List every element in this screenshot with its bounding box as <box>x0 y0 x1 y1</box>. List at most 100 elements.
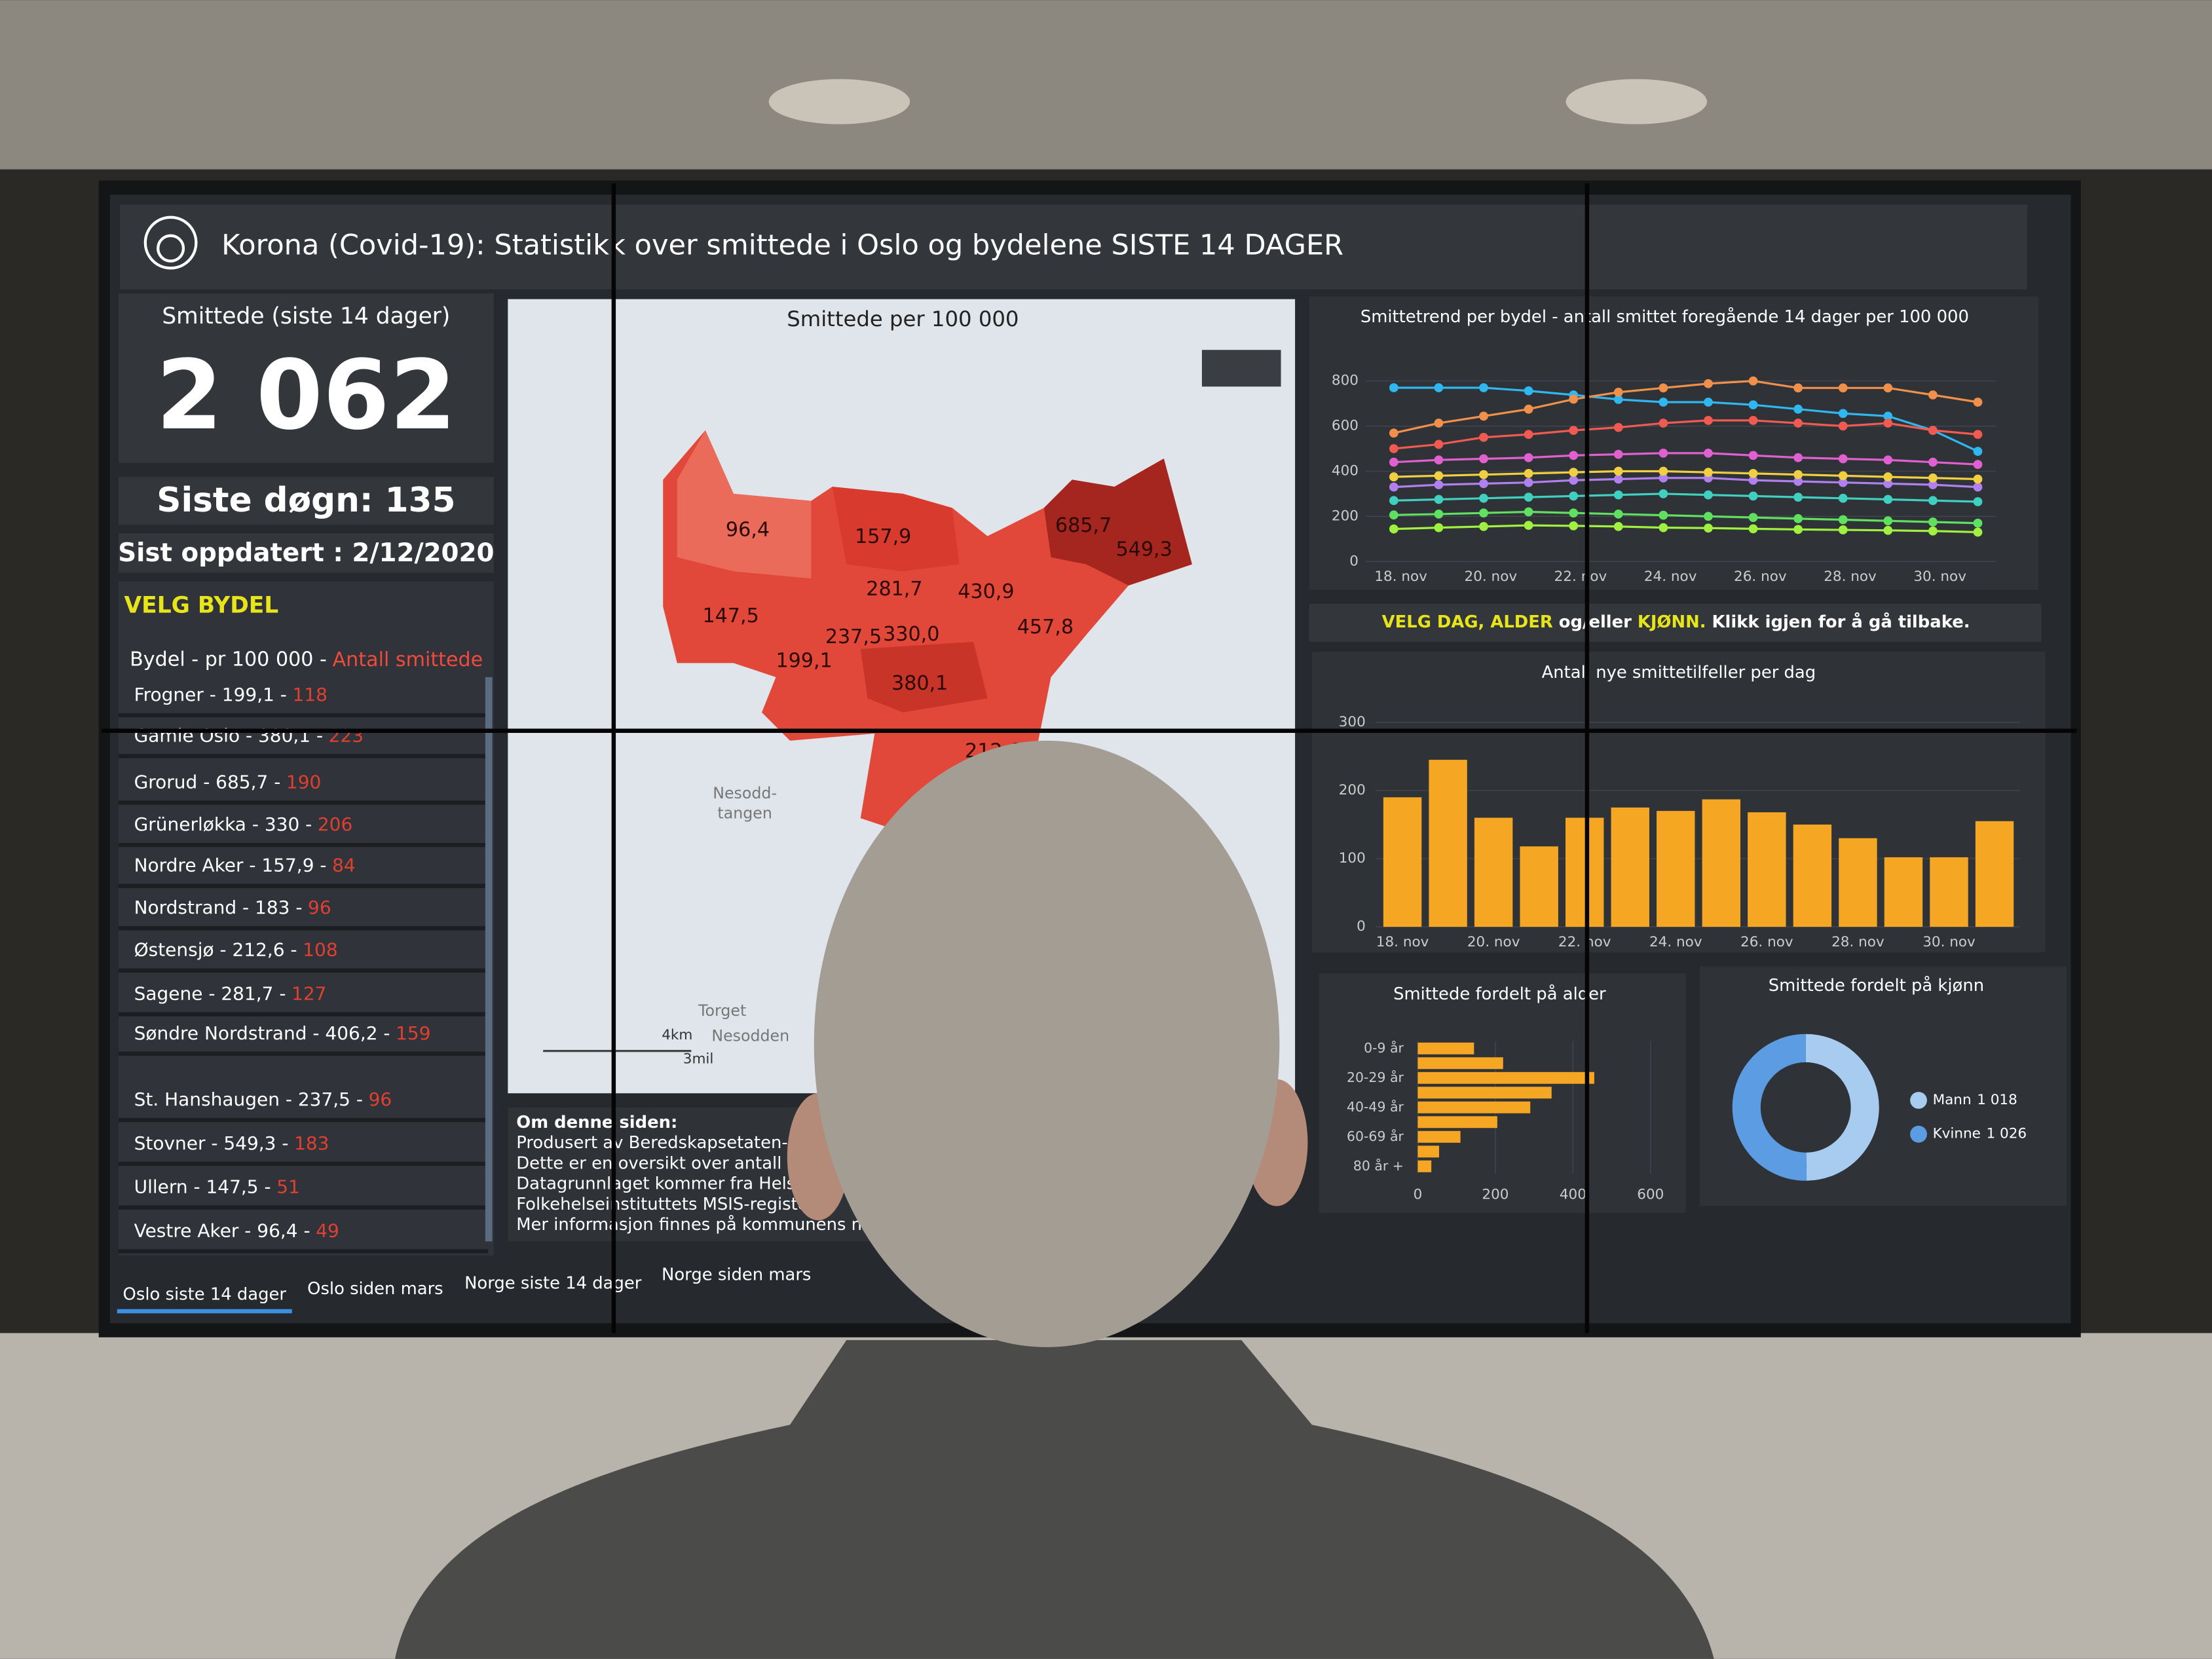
map-label: 430,9 <box>958 580 1014 603</box>
bar <box>1417 1087 1552 1099</box>
trend-point <box>1569 451 1579 460</box>
district-item[interactable]: Grünerløkka - 330 -206 <box>134 813 353 835</box>
trend-point <box>1389 428 1398 438</box>
y-tick-label: 100 <box>1339 850 1366 867</box>
trend-point <box>1434 419 1444 428</box>
trend-point <box>1704 379 1713 388</box>
bar <box>1417 1130 1461 1143</box>
trend-point <box>1704 468 1713 477</box>
x-tick-label: 200 <box>1482 1186 1509 1202</box>
trend-point <box>1613 466 1623 476</box>
trend-point <box>1524 477 1533 487</box>
trend-point <box>1704 490 1713 500</box>
bar <box>1383 797 1422 927</box>
trend-point <box>1613 387 1623 397</box>
trend-point <box>1524 521 1533 531</box>
trend-point <box>1524 469 1533 478</box>
district-item[interactable]: Frogner - 199,1 -118 <box>134 684 328 705</box>
map-label: 199,1 <box>776 650 832 673</box>
tab[interactable]: Norge siden mars <box>662 1265 811 1285</box>
trend-point <box>1748 513 1758 522</box>
legend-value: 1 018 <box>1977 1092 2017 1108</box>
trend-point <box>1434 480 1444 490</box>
trend-point <box>1883 516 1893 526</box>
district-item[interactable]: Sagene - 281,7 -127 <box>134 982 327 1004</box>
trend-point <box>1793 419 1803 428</box>
map-place: tangen <box>717 804 772 822</box>
screen-seams <box>102 183 2077 1333</box>
map-label: 237,5 <box>825 625 882 648</box>
bar <box>1565 817 1604 927</box>
trend-point <box>1389 524 1398 534</box>
x-tick-label: 28. nov <box>1831 934 1884 950</box>
trend-point <box>1613 422 1623 432</box>
district-item[interactable]: Østensjø - 212,6 -108 <box>134 939 338 961</box>
trend-point <box>1928 517 1938 527</box>
trend-point <box>1838 515 1848 525</box>
trend-point <box>1748 475 1758 485</box>
bar <box>1417 1146 1440 1158</box>
trend-point <box>1434 510 1444 519</box>
district-title: VELG BYDEL <box>124 593 279 619</box>
bar <box>1520 846 1558 927</box>
bar <box>1417 1072 1594 1084</box>
logo-inner <box>157 234 185 263</box>
y-tick-label: 400 <box>1332 462 1359 479</box>
trend-point <box>1973 398 1983 407</box>
trend-point <box>1793 525 1803 534</box>
trend-point <box>1569 491 1579 501</box>
district-item[interactable]: Grorud - 685,7 -190 <box>134 771 322 792</box>
map-label: 147,5 <box>702 605 759 627</box>
summary-label: Smittede (siste 14 dager) <box>162 303 450 329</box>
chart-title: Smittetrend per bydel - antall smittet f… <box>1360 307 1969 327</box>
trend-line <box>1393 419 1978 450</box>
district-item[interactable]: Gamle Oslo - 380,1 -223 <box>134 724 364 746</box>
y-tick-label: 200 <box>1332 508 1359 524</box>
trend-point <box>1613 449 1623 459</box>
x-tick-label: 22. nov <box>1554 569 1607 585</box>
trend-point <box>1883 472 1893 481</box>
trend-point <box>1793 493 1803 502</box>
district-item[interactable]: St. Hanshaugen - 237,5 -96 <box>134 1089 392 1110</box>
district-item[interactable]: Stovner - 549,3 -183 <box>134 1132 329 1154</box>
trend-point <box>1479 454 1488 464</box>
trend-point <box>1793 383 1803 393</box>
trend-point <box>1838 454 1848 464</box>
map-label: 685,7 <box>1055 514 1112 537</box>
map-district-mid2 <box>860 642 988 713</box>
tab[interactable]: Oslo siste 14 dager <box>123 1285 287 1305</box>
trend-point <box>1524 386 1533 396</box>
map-label: 96,4 <box>726 518 770 541</box>
trend-point <box>1389 510 1398 520</box>
trend-point <box>1479 383 1488 392</box>
person <box>395 740 1714 1659</box>
district-item[interactable]: Søndre Nordstrand - 406,2 -159 <box>134 1022 431 1044</box>
trend-point <box>1883 411 1893 421</box>
y-tick-label: 800 <box>1332 373 1359 389</box>
district-item[interactable]: Nordstrand - 183 -96 <box>134 897 331 918</box>
trend-point <box>1569 468 1579 477</box>
map-home-button[interactable] <box>1201 350 1281 387</box>
trend-point <box>1928 480 1938 490</box>
about-line: Folkehelseinstituttets MSIS-register. <box>516 1195 819 1214</box>
map-label: 457,8 <box>1017 616 1074 639</box>
district-count: 96 <box>369 1089 392 1110</box>
trend-point <box>1659 489 1668 498</box>
trend-line <box>1393 470 1978 481</box>
tab-active-underline <box>117 1309 292 1314</box>
trend-point <box>1704 398 1713 407</box>
district-item[interactable]: Vestre Aker - 96,4 -49 <box>134 1220 339 1241</box>
trend-point <box>1748 524 1758 534</box>
instruction: VELG DAG, ALDER og/eller KJØNN. Klikk ig… <box>1382 610 1970 631</box>
district-item[interactable]: Nordre Aker - 157,9 -84 <box>134 854 356 876</box>
y-tick-label: 200 <box>1339 782 1366 798</box>
donut-slice <box>1732 1034 1807 1181</box>
trend-point <box>1748 491 1758 501</box>
trend-point <box>1613 510 1623 519</box>
trend-point <box>1659 419 1668 428</box>
tab[interactable]: Oslo siden mars <box>307 1279 443 1299</box>
head <box>814 740 1280 1347</box>
district-count: 51 <box>276 1176 300 1198</box>
bar <box>1884 857 1923 927</box>
trend-point <box>1524 404 1533 414</box>
